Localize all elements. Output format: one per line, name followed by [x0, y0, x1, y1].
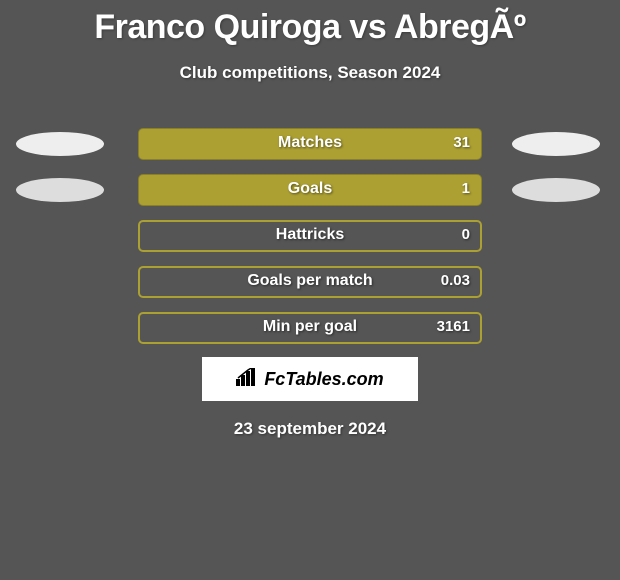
left-ellipse — [16, 132, 104, 156]
subtitle: Club competitions, Season 2024 — [0, 63, 620, 83]
stat-value: 3161 — [437, 318, 470, 335]
right-ellipse — [512, 132, 600, 156]
stat-row-matches: Matches 31 — [0, 127, 620, 161]
stats-container: Matches 31 Goals 1 Hattricks 0 Goals per… — [0, 127, 620, 345]
date-text: 23 september 2024 — [0, 419, 620, 439]
stat-value: 0 — [462, 226, 470, 243]
stat-value: 0.03 — [441, 272, 470, 289]
logo-box: FcTables.com — [202, 357, 418, 401]
left-ellipse — [16, 178, 104, 202]
logo-text: FcTables.com — [264, 369, 383, 390]
stat-row-goals-per-match: Goals per match 0.03 — [0, 265, 620, 299]
stat-value: 31 — [453, 134, 470, 151]
stat-label: Goals per match — [247, 272, 372, 290]
stat-row-min-per-goal: Min per goal 3161 — [0, 311, 620, 345]
page-title: Franco Quiroga vs AbregÃº — [0, 0, 620, 47]
stat-label: Hattricks — [276, 226, 344, 244]
stat-label: Goals — [288, 180, 332, 198]
stat-row-hattricks: Hattricks 0 — [0, 219, 620, 253]
stat-value: 1 — [462, 180, 470, 197]
stat-label: Matches — [278, 134, 342, 152]
bar-chart-icon — [236, 368, 258, 391]
stat-label: Min per goal — [263, 318, 357, 336]
right-ellipse — [512, 178, 600, 202]
stat-row-goals: Goals 1 — [0, 173, 620, 207]
